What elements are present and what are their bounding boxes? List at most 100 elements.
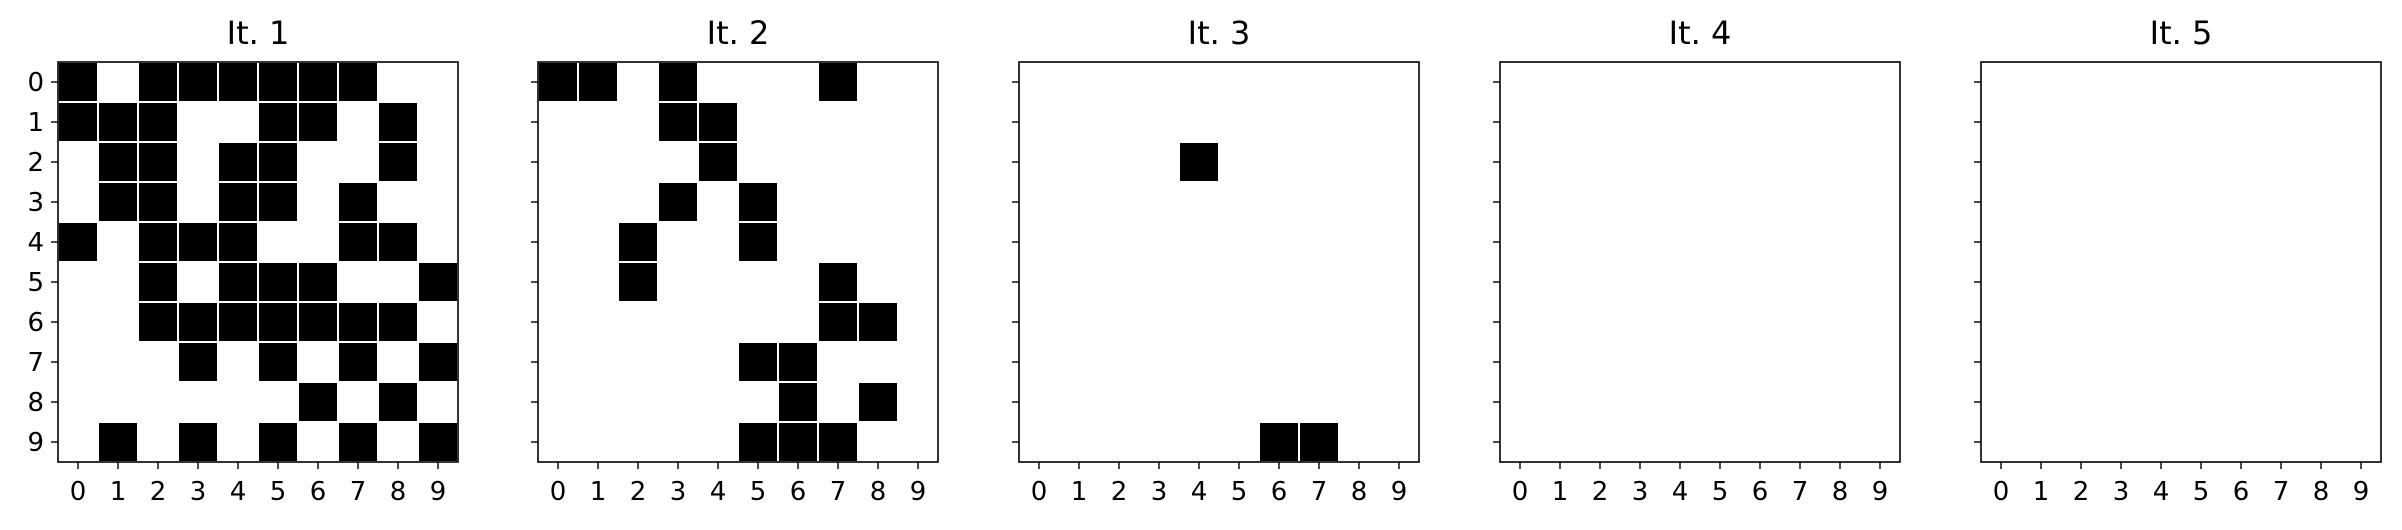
filled-cell-r1-c8: [379, 103, 417, 141]
filled-cell-r9-c6: [779, 423, 817, 461]
x-tick-label: 9: [430, 477, 447, 507]
filled-cell-r7-c3: [179, 343, 217, 381]
filled-cell-r5-c2: [139, 263, 177, 301]
x-tick-label: 6: [790, 477, 807, 507]
filled-cell-r0-c0: [59, 63, 97, 101]
x-tick-label: 3: [190, 477, 207, 507]
filled-cell-r2-c1: [99, 143, 137, 181]
filled-cell-r0-c0: [539, 63, 577, 101]
y-tick-label: 2: [27, 148, 44, 178]
x-tick-label: 0: [1512, 477, 1529, 507]
filled-cell-r6-c7: [339, 303, 377, 341]
filled-cell-r9-c5: [739, 423, 777, 461]
filled-cell-r0-c7: [339, 63, 377, 101]
filled-cell-r4-c2: [139, 223, 177, 261]
x-tick-label: 6: [2233, 477, 2250, 507]
filled-cell-r2-c5: [259, 143, 297, 181]
x-tick-label: 2: [1111, 477, 1128, 507]
x-tick-label: 5: [2193, 477, 2210, 507]
plot-frame: [1018, 61, 1420, 463]
x-tick-label: 6: [1271, 477, 1288, 507]
filled-cell-r5-c2: [619, 263, 657, 301]
x-tick-label: 8: [870, 477, 887, 507]
filled-cell-r8-c8: [859, 383, 897, 421]
x-tick-label: 5: [750, 477, 767, 507]
x-tick-label: 7: [1311, 477, 1328, 507]
grid-panel-2: It. 2 0 1 2 3 4 5 6 7 8 9: [531, 14, 939, 507]
filled-cell-r1-c4: [699, 103, 737, 141]
filled-cell-r7-c5: [739, 343, 777, 381]
filled-cell-r6-c2: [139, 303, 177, 341]
y-tick-label: 1: [27, 108, 44, 138]
panel-title: It. 3: [1188, 14, 1251, 52]
filled-cell-r7-c9: [419, 343, 457, 381]
filled-cell-r0-c2: [139, 63, 177, 101]
filled-cell-r2-c4: [219, 143, 257, 181]
x-tick-label: 9: [1391, 477, 1408, 507]
filled-cell-r6-c5: [259, 303, 297, 341]
filled-cell-r0-c6: [299, 63, 337, 101]
x-tick-label: 7: [350, 477, 367, 507]
filled-cell-r8-c8: [379, 383, 417, 421]
panel-title: It. 5: [2150, 14, 2213, 52]
panel-title: It. 4: [1669, 14, 1732, 52]
x-tick-label: 9: [910, 477, 927, 507]
filled-cell-r6-c8: [379, 303, 417, 341]
filled-cell-r3-c5: [259, 183, 297, 221]
x-tick-label: 5: [1231, 477, 1248, 507]
x-tick-label: 6: [1752, 477, 1769, 507]
x-tick-label: 7: [1792, 477, 1809, 507]
filled-cell-r4-c5: [739, 223, 777, 261]
x-tick-label: 8: [390, 477, 407, 507]
x-tick-label: 8: [1351, 477, 1368, 507]
plot-frame: [537, 61, 939, 463]
x-tick-label: 1: [1071, 477, 1088, 507]
x-tick-label: 7: [830, 477, 847, 507]
filled-cell-r3-c5: [739, 183, 777, 221]
x-tick-label: 0: [1993, 477, 2010, 507]
y-tick-label: 9: [27, 428, 44, 458]
filled-cell-r5-c4: [219, 263, 257, 301]
x-tick-label: 0: [70, 477, 87, 507]
panel-title: It. 1: [227, 14, 290, 52]
filled-cell-r5-c6: [299, 263, 337, 301]
filled-cell-r6-c6: [299, 303, 337, 341]
y-tick-label: 4: [27, 228, 44, 258]
x-tick-label: 3: [2113, 477, 2130, 507]
grid-panel-3: It. 3 0 1 2 3 4 5 6 7 8 9: [1012, 14, 1420, 507]
x-tick-label: 1: [1552, 477, 1569, 507]
filled-cell-r4-c0: [59, 223, 97, 261]
plot-area: [1500, 62, 1900, 462]
x-tick-label: 8: [1832, 477, 1849, 507]
y-tick-label: 3: [27, 188, 44, 218]
y-tick-label: 0: [27, 68, 44, 98]
plot-area: [1981, 62, 2381, 462]
filled-cell-r5-c7: [819, 263, 857, 301]
filled-cell-r4-c4: [219, 223, 257, 261]
x-tick-label: 3: [670, 477, 687, 507]
x-tick-label: 1: [2033, 477, 2050, 507]
x-tick-label: 9: [2353, 477, 2370, 507]
x-tick-label: 9: [1872, 477, 1889, 507]
filled-cell-r9-c3: [179, 423, 217, 461]
filled-cell-r2-c2: [139, 143, 177, 181]
filled-cell-r0-c4: [219, 63, 257, 101]
filled-cell-r0-c1: [579, 63, 617, 101]
plot-frame: [1980, 61, 2382, 463]
filled-cell-r4-c8: [379, 223, 417, 261]
x-tick-label: 2: [2073, 477, 2090, 507]
filled-cell-r1-c6: [299, 103, 337, 141]
x-tick-label: 4: [710, 477, 727, 507]
x-tick-label: 4: [2153, 477, 2170, 507]
plot-frame: [1499, 61, 1901, 463]
filled-cell-r1-c3: [659, 103, 697, 141]
filled-cell-r0-c3: [179, 63, 217, 101]
x-tick-label: 4: [1672, 477, 1689, 507]
filled-cell-r8-c6: [299, 383, 337, 421]
filled-cell-r1-c1: [99, 103, 137, 141]
x-tick-label: 2: [150, 477, 167, 507]
x-tick-label: 0: [1031, 477, 1048, 507]
filled-cell-r9-c9: [419, 423, 457, 461]
